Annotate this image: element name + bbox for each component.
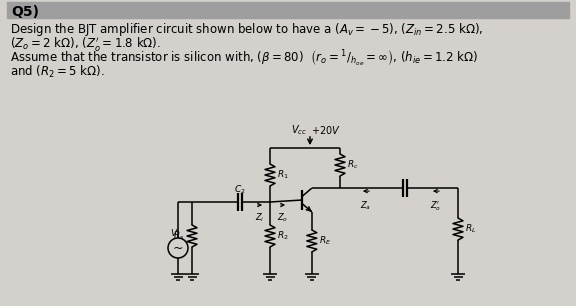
Text: $R_c$: $R_c$ [347,159,359,171]
Text: $R_s$: $R_s$ [173,230,184,242]
Text: $R_1$: $R_1$ [277,169,289,181]
Text: Assume that the transistor is silicon with, $(\beta = 80)$  $\left(r_o = {}^{1}/: Assume that the transistor is silicon wi… [10,48,478,68]
Text: $+ 20V$: $+ 20V$ [311,124,341,136]
Text: $V_i$: $V_i$ [170,228,180,240]
Text: $R_E$: $R_E$ [319,235,331,247]
Text: $R_L$: $R_L$ [465,223,476,235]
Text: $Z_o$: $Z_o$ [278,212,289,225]
Text: $Z_i$: $Z_i$ [255,212,265,225]
Text: $Z_o^{\prime}$: $Z_o^{\prime}$ [430,199,442,213]
Text: $(Z_o = 2\ \mathrm{k\Omega})$, $(Z_o^{\prime} = 1.8\ \mathrm{k\Omega})$.: $(Z_o = 2\ \mathrm{k\Omega})$, $(Z_o^{\p… [10,35,161,53]
Text: ~: ~ [173,241,183,255]
Bar [7,2,569,18]
Text: $Z_a$: $Z_a$ [361,199,372,212]
Text: $R_2$: $R_2$ [277,230,289,242]
Text: Design the BJT amplifier circuit shown below to have a $(A_v = -5)$, $(Z_{in} = : Design the BJT amplifier circuit shown b… [10,21,483,39]
Text: $C_2$: $C_2$ [234,184,246,196]
Text: $V_{cc}$: $V_{cc}$ [291,123,307,137]
Text: and $(R_2 = 5\ \mathrm{k\Omega})$.: and $(R_2 = 5\ \mathrm{k\Omega})$. [10,64,105,80]
Text: Q5): Q5) [11,5,39,19]
